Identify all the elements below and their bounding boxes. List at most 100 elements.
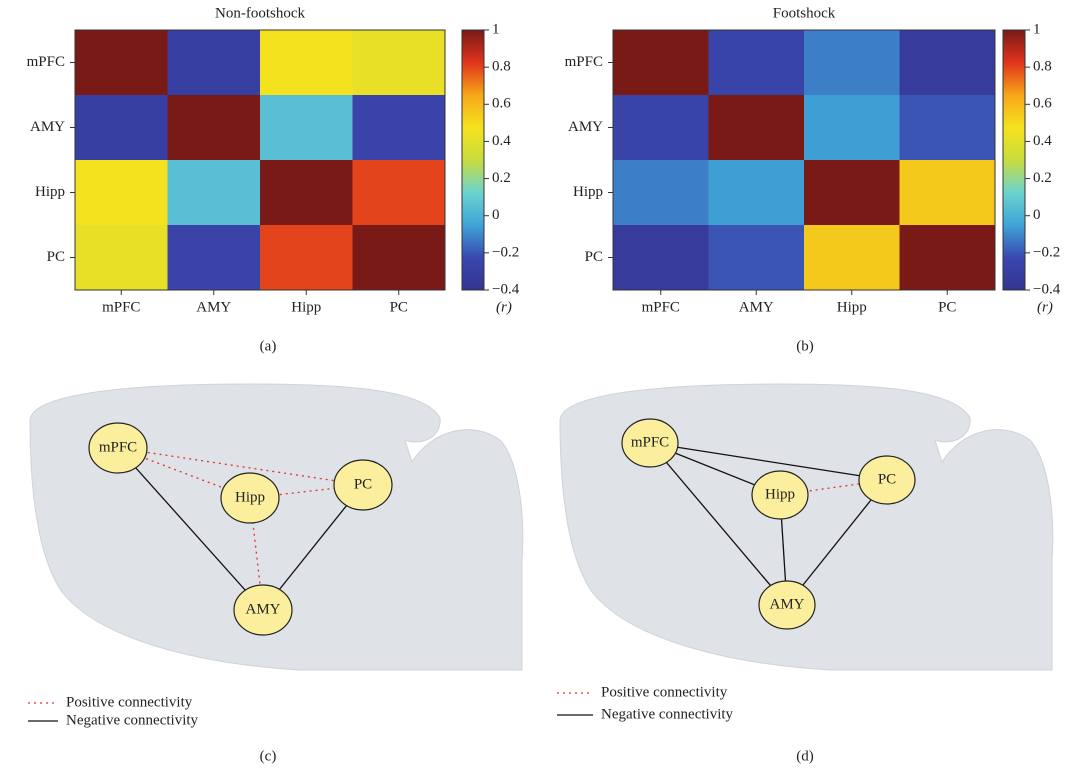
node	[621, 418, 679, 468]
panel-label: (b)	[796, 338, 814, 354]
x-tick-label: AMY	[196, 299, 231, 315]
chart-title: Non-footshock	[215, 5, 305, 21]
colorbar	[1002, 29, 1026, 291]
heatmap-cell	[613, 30, 709, 96]
node-label: Hipp	[765, 486, 795, 502]
y-tick-label: mPFC	[565, 54, 603, 70]
y-tick-label: Hipp	[573, 184, 603, 200]
heatmap-cell	[708, 160, 805, 226]
colorbar-tick-label: 0.6	[492, 96, 511, 112]
heatmap-cell	[75, 95, 168, 161]
heatmap-cell	[708, 225, 805, 291]
node	[758, 580, 816, 630]
heatmap-cell	[260, 225, 353, 291]
y-tick-label: AMY	[568, 119, 603, 135]
colorbar-tick-label: 0.4	[492, 133, 511, 149]
heatmap-cell	[804, 95, 900, 161]
heatmap-cell	[75, 160, 168, 226]
node-label: mPFC	[99, 439, 137, 455]
heatmap-cell	[899, 30, 996, 96]
heatmap-cell	[804, 160, 900, 226]
colorbar-tick-label: −0.2	[492, 244, 519, 260]
node	[88, 422, 148, 474]
brain-outline	[29, 383, 524, 671]
legend-label: Positive connectivity	[601, 684, 728, 700]
plot-frame	[612, 29, 996, 291]
heatmap-cell	[167, 225, 261, 291]
colorbar-tick-label: 0.8	[492, 59, 511, 75]
x-tick-label: Hipp	[837, 299, 867, 315]
heatmap-cell	[804, 225, 900, 291]
edge	[649, 442, 888, 481]
heatmap-cell	[260, 160, 353, 226]
colorbar-tick-label: 0.4	[1033, 133, 1052, 149]
heatmap-cell	[167, 30, 261, 96]
node	[751, 470, 809, 520]
heatmap-cell	[260, 95, 353, 161]
colorbar-tick-label: 0.2	[1033, 170, 1052, 186]
heatmap-cell	[167, 95, 261, 161]
edge	[649, 442, 788, 606]
colorbar-tick-label: 0.6	[1033, 96, 1052, 112]
heatmap-cell	[260, 30, 353, 96]
plot-frame	[74, 29, 446, 291]
node	[333, 459, 393, 511]
legend-label: Negative connectivity	[601, 706, 734, 722]
y-tick-label: mPFC	[27, 54, 65, 70]
heatmap-cell	[613, 225, 709, 291]
edge	[786, 479, 888, 606]
colorbar-tick-label: 0.2	[492, 170, 511, 186]
colorbar-tick-label: 1	[492, 21, 500, 37]
heatmap-cell	[352, 95, 446, 161]
heatmap-cell	[613, 160, 709, 226]
node-label: Hipp	[235, 489, 265, 505]
heatmap-cell	[899, 95, 996, 161]
heatmap-cell	[899, 225, 996, 291]
colorbar	[461, 29, 485, 291]
node-label: AMY	[769, 596, 804, 612]
y-tick-label: Hipp	[35, 184, 65, 200]
legend-label: Positive connectivity	[66, 694, 193, 710]
y-tick-label: PC	[47, 249, 65, 265]
node	[220, 472, 280, 524]
y-tick-label: PC	[585, 249, 603, 265]
colorbar-tick-label: 0.8	[1033, 59, 1052, 75]
heatmap-cell	[804, 30, 900, 96]
colorbar-label: (r)	[496, 299, 512, 315]
colorbar-label: (r)	[1037, 299, 1053, 315]
panel-label: (a)	[260, 338, 277, 354]
node	[233, 584, 293, 636]
x-tick-label: mPFC	[642, 299, 680, 315]
heatmap-cell	[352, 30, 446, 96]
panel-label: (d)	[796, 748, 814, 764]
colorbar-tick-label: 0	[492, 207, 500, 223]
x-tick-label: Hipp	[291, 299, 321, 315]
x-tick-label: AMY	[739, 299, 774, 315]
heatmap-cell	[352, 160, 446, 226]
legend-label: Negative connectivity	[66, 712, 199, 728]
y-tick-label: AMY	[30, 119, 65, 135]
heatmap-cell	[708, 95, 805, 161]
colorbar-tick-label: −0.4	[1033, 281, 1061, 297]
node-label: PC	[354, 476, 372, 492]
heatmap-cell	[75, 225, 168, 291]
chart-title: Footshock	[773, 5, 836, 21]
colorbar-tick-label: −0.2	[1033, 244, 1060, 260]
colorbar-tick-label: 0	[1033, 207, 1041, 223]
heatmap-cell	[899, 160, 996, 226]
x-tick-label: PC	[938, 299, 956, 315]
x-tick-label: mPFC	[102, 299, 140, 315]
heatmap-cell	[613, 95, 709, 161]
colorbar-tick-label: 1	[1033, 21, 1041, 37]
node-label: PC	[878, 471, 896, 487]
heatmap-cell	[708, 30, 805, 96]
heatmap-cell	[75, 30, 168, 96]
panel-label: (c)	[260, 748, 277, 764]
node	[858, 455, 916, 505]
x-tick-label: PC	[390, 299, 408, 315]
heatmap-cell	[167, 160, 261, 226]
heatmap-cell	[352, 225, 446, 291]
edge	[117, 447, 264, 611]
